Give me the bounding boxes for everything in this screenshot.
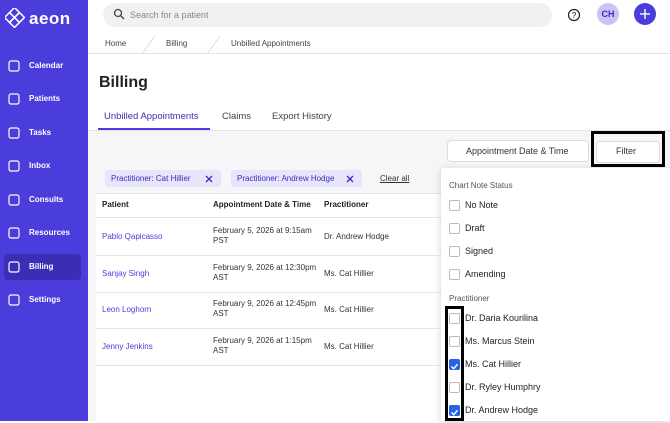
logo: aeon bbox=[29, 9, 71, 28]
breadcrumb-item[interactable]: Home bbox=[105, 39, 127, 48]
column-header: Patient bbox=[102, 200, 129, 209]
clear-all[interactable]: Clear all bbox=[380, 174, 410, 183]
avatar[interactable] bbox=[597, 3, 619, 25]
checkbox[interactable] bbox=[449, 382, 460, 393]
filter-button[interactable] bbox=[596, 141, 660, 163]
row-divider bbox=[96, 328, 441, 330]
sort-button-label[interactable]: Appointment Date & Time bbox=[466, 146, 569, 156]
help-icon[interactable]: ? bbox=[567, 8, 581, 22]
search-box[interactable] bbox=[103, 3, 552, 27]
filter-option[interactable]: Draft bbox=[465, 223, 485, 233]
check-mark bbox=[450, 409, 459, 416]
chip bbox=[105, 170, 221, 187]
checkbox[interactable] bbox=[449, 269, 460, 280]
nav-icon bbox=[8, 294, 20, 306]
filter-option[interactable]: Signed bbox=[465, 246, 494, 256]
nav-icon bbox=[8, 60, 20, 72]
nav-item[interactable]: Billing bbox=[29, 262, 54, 271]
nav-active-bg bbox=[4, 254, 81, 280]
nav-icon bbox=[8, 160, 20, 172]
breadcrumb-separator bbox=[206, 35, 221, 55]
check-mark bbox=[450, 363, 459, 370]
nav-icon bbox=[8, 93, 20, 105]
svg-text:?: ? bbox=[572, 11, 577, 20]
section-title: Practitioner bbox=[449, 294, 490, 303]
breadcrumb-item[interactable]: Billing bbox=[166, 39, 188, 48]
tab[interactable]: Export History bbox=[272, 111, 332, 122]
column-header: Practitioner bbox=[324, 200, 369, 209]
checkbox[interactable] bbox=[449, 223, 460, 234]
filter-option[interactable]: Dr. Daria Kourilina bbox=[465, 313, 539, 323]
row-divider bbox=[96, 217, 441, 218]
sidebar bbox=[0, 0, 88, 421]
search-placeholder[interactable]: Search for a patient bbox=[130, 10, 209, 20]
chip bbox=[231, 170, 362, 187]
section-title: Chart Note Status bbox=[449, 181, 513, 190]
checkbox[interactable] bbox=[449, 246, 460, 257]
filter-option[interactable]: Ms. Cat Hillier bbox=[465, 359, 522, 369]
patient-link[interactable]: Sanjay Singh bbox=[102, 268, 150, 278]
logo-icon bbox=[5, 8, 25, 28]
nav-item[interactable]: Calendar bbox=[29, 61, 64, 70]
table bbox=[96, 193, 441, 421]
row-divider bbox=[96, 365, 441, 367]
appointment-time: February 9, 2026 at 12:30pm AST bbox=[213, 262, 317, 282]
avatar-initials[interactable]: CH bbox=[601, 9, 615, 19]
practitioner: Ms. Cat Hillier bbox=[324, 342, 374, 352]
filter-option[interactable]: Dr. Andrew Hodge bbox=[465, 405, 539, 415]
checkbox[interactable] bbox=[449, 313, 460, 324]
nav-icon bbox=[8, 127, 20, 139]
sort-button[interactable] bbox=[447, 140, 589, 162]
highlight-box bbox=[591, 131, 665, 167]
column-header: Appointment Date & Time bbox=[213, 200, 311, 209]
plus-icon bbox=[640, 9, 650, 19]
filter-option[interactable]: Amending bbox=[465, 269, 506, 279]
nav-item[interactable]: Resources bbox=[29, 228, 70, 237]
appointment-time: February 5, 2026 at 9:15am PST bbox=[213, 226, 312, 245]
checkbox[interactable] bbox=[449, 336, 460, 347]
breadcrumb-separator bbox=[141, 35, 156, 55]
nav-item[interactable]: Settings bbox=[29, 295, 61, 304]
checkbox[interactable] bbox=[449, 405, 460, 416]
nav-item[interactable]: Consults bbox=[29, 195, 64, 204]
chip-label[interactable]: Practitioner: Andrew Hodge bbox=[237, 174, 335, 183]
patient-link[interactable]: Jenny Jenkins bbox=[102, 342, 153, 352]
filter-option[interactable]: Dr. Ryley Humphry bbox=[465, 382, 541, 392]
checkbox[interactable] bbox=[449, 200, 460, 211]
tab[interactable]: Unbilled Appointments bbox=[104, 111, 199, 122]
divider bbox=[88, 53, 670, 54]
nav-icon bbox=[8, 227, 20, 239]
practitioner: Ms. Cat Hillier bbox=[324, 268, 374, 278]
nav-item[interactable]: Patients bbox=[29, 94, 61, 103]
chip-label[interactable]: Practitioner: Cat Hillier bbox=[111, 174, 191, 183]
row-divider bbox=[96, 291, 441, 293]
filter-option[interactable]: Ms. Marcus Stein bbox=[465, 336, 535, 346]
chip-remove[interactable] bbox=[205, 175, 213, 183]
patient-link[interactable]: Pablo Qapicasso bbox=[102, 232, 163, 241]
patient-link[interactable]: Leon Loghorn bbox=[102, 305, 152, 315]
page-title: Billing bbox=[99, 74, 148, 91]
tab-underline bbox=[98, 128, 210, 130]
highlight-box bbox=[445, 306, 464, 421]
practitioner: Ms. Cat Hillier bbox=[324, 305, 374, 315]
divider bbox=[88, 130, 670, 131]
checkbox[interactable] bbox=[449, 359, 460, 370]
nav-item[interactable]: Inbox bbox=[29, 161, 51, 170]
nav-icon bbox=[8, 261, 20, 273]
tab[interactable]: Claims bbox=[222, 111, 252, 122]
row-divider bbox=[96, 255, 441, 256]
appointment-time: February 9, 2026 at 1:15pm AST bbox=[213, 336, 312, 356]
chip-remove[interactable] bbox=[346, 175, 354, 183]
nav-icon bbox=[8, 194, 20, 206]
filter-option[interactable]: No Note bbox=[465, 200, 499, 210]
practitioner: Dr. Andrew Hodge bbox=[324, 232, 389, 241]
search-icon bbox=[113, 8, 125, 20]
appointment-time: February 9, 2026 at 12:45pm AST bbox=[213, 299, 317, 319]
filter-panel bbox=[441, 168, 670, 421]
filter-button-label[interactable]: Filter bbox=[616, 146, 636, 156]
breadcrumb-item[interactable]: Unbilled Appointments bbox=[231, 39, 311, 48]
nav-item[interactable]: Tasks bbox=[29, 128, 52, 137]
